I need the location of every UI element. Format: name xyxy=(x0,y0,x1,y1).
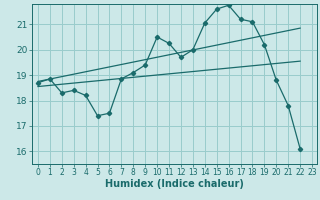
X-axis label: Humidex (Indice chaleur): Humidex (Indice chaleur) xyxy=(105,179,244,189)
